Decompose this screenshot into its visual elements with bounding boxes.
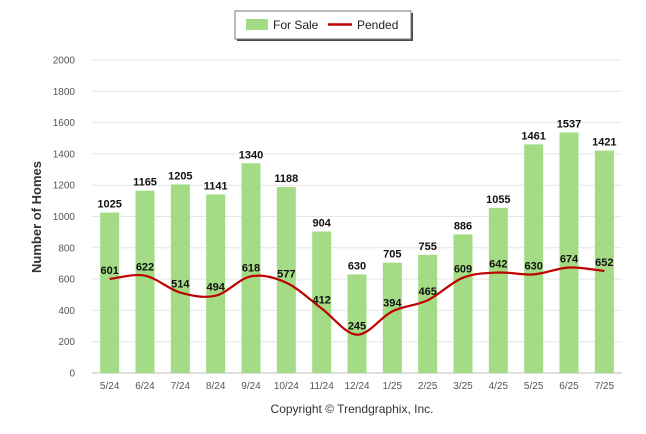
x-tick-label: 10/24: [274, 381, 299, 392]
y-axis-ticks: 0 200 400 600 800 1000 1200 1400 1600 1800 2000: [53, 56, 76, 380]
line-value-label: 609: [454, 264, 472, 276]
bar-value-label: 1141: [204, 180, 228, 192]
bar-value-label: 1421: [592, 137, 616, 149]
line-value-label: 622: [136, 262, 154, 274]
line-value-label: 394: [383, 297, 402, 309]
x-tick-label: 11/24: [310, 381, 335, 392]
bar-value-label: 705: [383, 249, 401, 261]
x-tick-label: 7/25: [595, 381, 615, 392]
bar: [170, 184, 190, 373]
y-axis-title: Number of Homes: [29, 161, 44, 273]
y-tick-label: 200: [58, 337, 75, 348]
bar: [382, 262, 402, 373]
x-tick-label: 6/25: [559, 381, 579, 392]
y-tick-label: 400: [58, 306, 75, 317]
bar: [347, 274, 367, 373]
x-tick-label: 3/25: [453, 381, 473, 392]
bar-value-label: 1165: [133, 177, 157, 189]
pended-line: [109, 266, 605, 336]
bar: [276, 187, 296, 373]
x-tick-label: 5/25: [524, 381, 544, 392]
y-tick-label: 600: [58, 275, 75, 286]
y-tick-label: 1600: [53, 118, 76, 129]
bar-value-label: 1188: [274, 173, 298, 185]
y-tick-label: 1200: [53, 181, 76, 192]
bar-value-label: 1205: [168, 170, 192, 182]
x-tick-label: 4/25: [489, 381, 509, 392]
y-tick-label: 1000: [53, 212, 76, 223]
x-tick-label: 7/24: [171, 381, 191, 392]
x-tick-label: 2/25: [418, 381, 438, 392]
bar-value-label: 1537: [557, 118, 581, 130]
bar: [559, 132, 579, 373]
bar-value-label: 1461: [521, 130, 545, 142]
line-value-label: 618: [242, 262, 260, 274]
bar: [453, 234, 473, 373]
bar: [206, 194, 226, 373]
line-pended: [109, 266, 605, 336]
bar: [135, 190, 155, 373]
bar-value-label: 755: [418, 241, 436, 253]
y-tick-label: 1800: [53, 87, 76, 98]
bar-value-labels: 1025 1165 1205 1141 1340 1188 904 630 705 755 886 1…: [97, 118, 616, 272]
legend: For Sale Pended: [234, 10, 413, 41]
bar-value-label: 1055: [486, 194, 510, 206]
bar-value-label: 886: [454, 220, 472, 232]
x-axis-ticks: 5/24 6/24 7/24 8/24 9/24 10/24 11/24 12/24 1/25 2…: [100, 381, 615, 392]
bar: [241, 163, 261, 373]
bar: [524, 144, 544, 373]
copyright-text: Copyright © Trendgraphix, Inc.: [271, 402, 434, 416]
line-value-label: 494: [206, 282, 225, 294]
bar: [594, 150, 614, 373]
x-tick-label: 6/24: [135, 381, 155, 392]
y-tick-label: 0: [69, 369, 75, 380]
bar-value-label: 630: [348, 260, 366, 272]
y-tick-label: 800: [58, 243, 75, 254]
bar: [100, 212, 120, 373]
line-value-label: 465: [418, 286, 436, 298]
bar-value-label: 1340: [239, 149, 263, 161]
line-value-label: 674: [560, 254, 579, 266]
bar: [488, 207, 508, 373]
line-value-labels: 601 622 514 494 618 577 412 245 394 465 609 642 630 6…: [100, 254, 613, 333]
y-tick-label: 1400: [53, 149, 76, 160]
line-value-label: 577: [277, 269, 295, 281]
x-tick-label: 1/25: [383, 381, 403, 392]
line-value-label: 245: [348, 321, 366, 333]
legend-label-pended: Pended: [357, 18, 398, 32]
legend-swatch-for-sale: [246, 19, 268, 30]
y-tick-label: 2000: [53, 56, 76, 67]
line-value-label: 412: [312, 295, 330, 307]
line-value-label: 642: [489, 259, 507, 271]
bar: [312, 231, 332, 373]
bar: [418, 254, 438, 373]
x-tick-label: 5/24: [100, 381, 120, 392]
legend-label-for-sale: For Sale: [273, 18, 319, 32]
x-tick-label: 12/24: [344, 381, 369, 392]
line-value-label: 601: [100, 265, 118, 277]
bars-for-sale: [100, 132, 614, 373]
line-value-label: 514: [171, 279, 190, 291]
x-tick-label: 8/24: [206, 381, 226, 392]
line-value-label: 652: [595, 257, 613, 269]
x-tick-label: 9/24: [241, 381, 261, 392]
line-value-label: 630: [524, 260, 542, 272]
bar-value-label: 904: [312, 218, 331, 230]
bar-value-label: 1025: [97, 199, 121, 211]
